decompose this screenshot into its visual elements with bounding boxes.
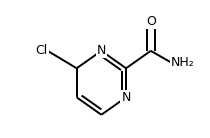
Text: NH₂: NH₂ bbox=[171, 56, 195, 69]
Text: O: O bbox=[146, 15, 156, 28]
Text: N: N bbox=[97, 44, 106, 57]
Text: N: N bbox=[121, 91, 131, 104]
Text: Cl: Cl bbox=[35, 44, 48, 57]
